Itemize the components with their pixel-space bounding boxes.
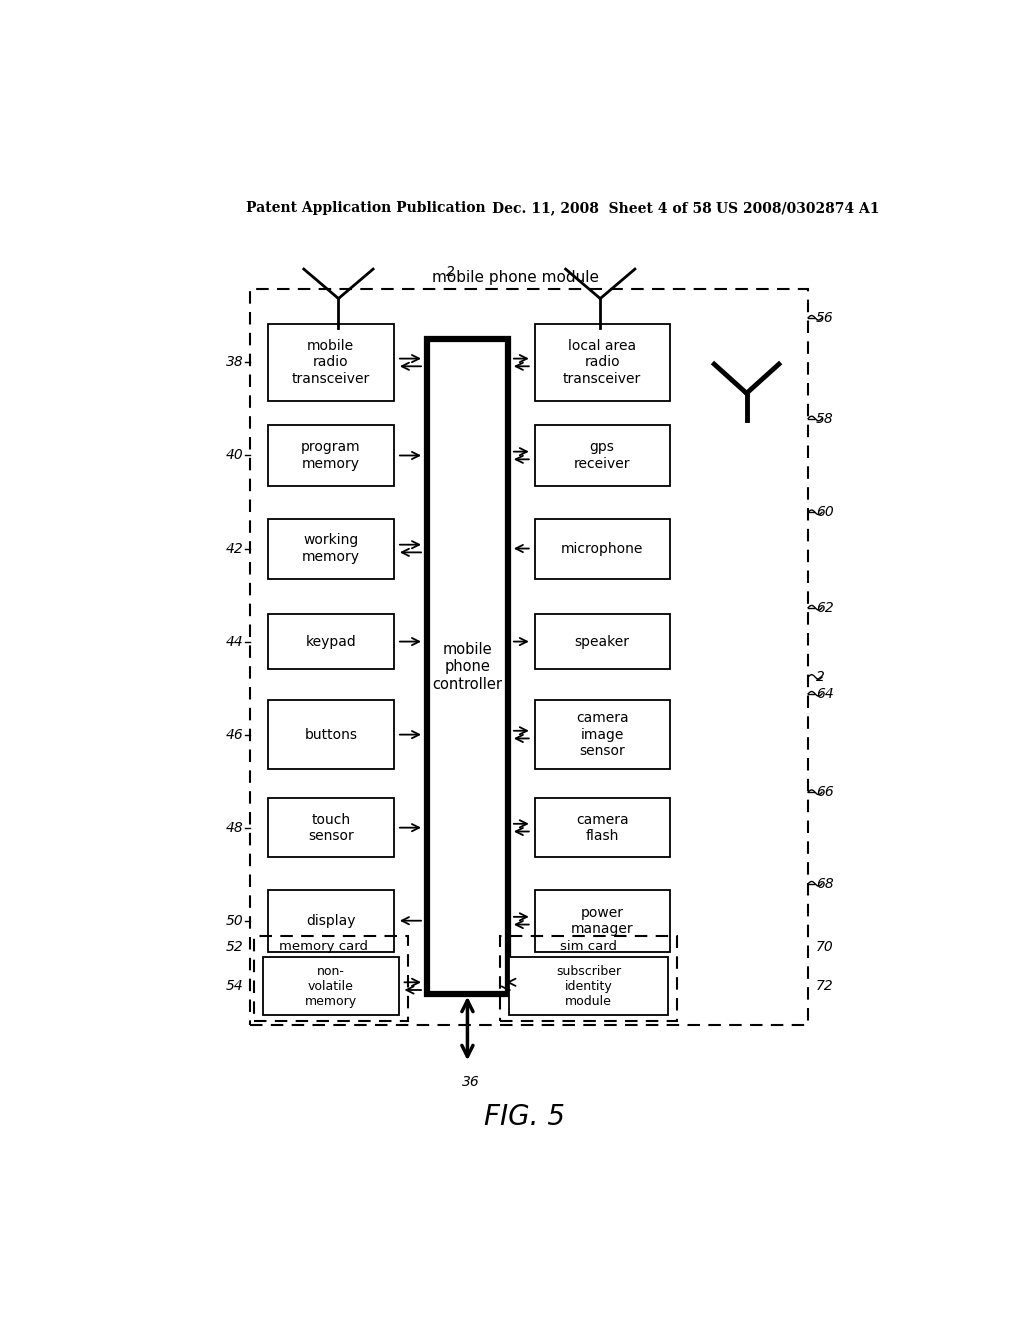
Text: 36: 36 (463, 1074, 480, 1089)
Text: 58: 58 (816, 412, 834, 425)
Text: 2: 2 (816, 671, 824, 684)
Text: 48: 48 (226, 821, 244, 834)
Text: 2: 2 (445, 265, 455, 280)
Text: 70: 70 (816, 940, 834, 954)
Bar (535, 890, 670, 952)
Text: camera
image
sensor: camera image sensor (575, 711, 629, 758)
Bar (509, 957, 668, 1015)
Text: mobile
phone
controller: mobile phone controller (432, 642, 503, 692)
Text: 46: 46 (226, 727, 244, 742)
Text: 44: 44 (226, 635, 244, 648)
Text: 62: 62 (816, 601, 834, 615)
Text: 64: 64 (816, 686, 834, 701)
Text: 52: 52 (226, 940, 244, 954)
Bar (535, 799, 670, 857)
Text: touch
sensor: touch sensor (308, 813, 353, 842)
Text: 72: 72 (816, 979, 834, 993)
Bar (263, 957, 398, 1015)
Text: local area
radio
transceiver: local area radio transceiver (563, 339, 641, 385)
Text: program
memory: program memory (301, 441, 360, 471)
Bar (267, 700, 394, 770)
Text: memory card: memory card (279, 940, 368, 953)
Text: 42: 42 (226, 541, 244, 556)
Text: power
manager: power manager (570, 906, 634, 936)
Text: 60: 60 (816, 506, 834, 519)
Text: microphone: microphone (561, 541, 643, 556)
Bar (250, 289, 808, 1024)
Text: Dec. 11, 2008  Sheet 4 of 58: Dec. 11, 2008 Sheet 4 of 58 (493, 202, 713, 215)
Text: 66: 66 (816, 785, 834, 799)
Text: 50: 50 (226, 913, 244, 928)
Bar (427, 339, 508, 994)
Bar (267, 614, 394, 669)
Bar (267, 323, 394, 401)
Text: 56: 56 (816, 310, 834, 325)
Text: display: display (306, 913, 355, 928)
Text: gps
receiver: gps receiver (573, 441, 631, 471)
Text: non-
volatile
memory: non- volatile memory (305, 965, 356, 1007)
Text: mobile phone module: mobile phone module (432, 271, 599, 285)
Bar (535, 425, 670, 486)
Bar (254, 936, 408, 1020)
Text: 68: 68 (816, 876, 834, 891)
Text: sim card: sim card (560, 940, 617, 953)
Text: 40: 40 (226, 449, 244, 462)
Text: keypad: keypad (305, 635, 356, 648)
Text: camera
flash: camera flash (575, 813, 629, 842)
Text: subscriber
identity
module: subscriber identity module (556, 965, 622, 1007)
Text: US 2008/0302874 A1: US 2008/0302874 A1 (716, 202, 880, 215)
Text: FIG. 5: FIG. 5 (484, 1104, 565, 1131)
Text: mobile
radio
transceiver: mobile radio transceiver (292, 339, 370, 385)
Bar (267, 890, 394, 952)
Text: 38: 38 (226, 355, 244, 370)
Text: 54: 54 (226, 979, 244, 993)
Bar (267, 425, 394, 486)
Bar (267, 799, 394, 857)
Text: working
memory: working memory (302, 533, 359, 564)
Bar (535, 323, 670, 401)
Bar (500, 936, 677, 1020)
Text: buttons: buttons (304, 727, 357, 742)
Bar (535, 519, 670, 578)
Bar (267, 519, 394, 578)
Bar (535, 700, 670, 770)
Text: Patent Application Publication: Patent Application Publication (246, 202, 485, 215)
Text: speaker: speaker (574, 635, 630, 648)
Bar (535, 614, 670, 669)
